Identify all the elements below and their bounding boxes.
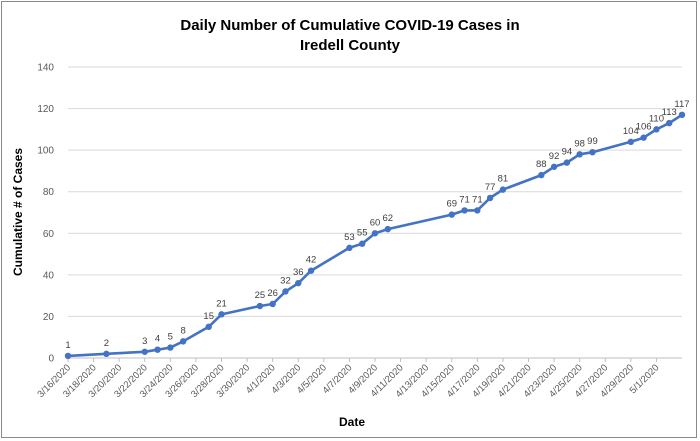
data-point bbox=[486, 194, 494, 202]
data-label: 1 bbox=[65, 340, 70, 351]
data-label: 5 bbox=[168, 332, 173, 343]
data-point bbox=[346, 244, 353, 252]
data-label: 60 bbox=[370, 217, 381, 228]
y-tick-label: 40 bbox=[43, 270, 55, 281]
data-point bbox=[666, 119, 673, 127]
data-point bbox=[461, 207, 468, 214]
data-label: 104 bbox=[623, 126, 639, 137]
data-point bbox=[640, 134, 647, 141]
data-point bbox=[653, 126, 660, 133]
data-point bbox=[448, 211, 455, 218]
data-label: 32 bbox=[280, 275, 291, 286]
data-point bbox=[141, 348, 148, 355]
data-label: 106 bbox=[636, 122, 652, 133]
data-point bbox=[205, 323, 212, 331]
y-tick-label: 100 bbox=[37, 146, 54, 157]
series-cumulative-cases bbox=[64, 111, 686, 360]
data-label: 26 bbox=[267, 288, 278, 299]
data-point bbox=[179, 338, 187, 345]
data-point bbox=[538, 171, 545, 179]
data-point bbox=[563, 159, 571, 166]
chart-title-line-2: Iredell County bbox=[300, 37, 401, 54]
data-point bbox=[627, 138, 635, 146]
data-label: 8 bbox=[180, 325, 185, 336]
y-tick-label: 20 bbox=[43, 312, 55, 323]
data-point bbox=[282, 288, 289, 295]
data-point bbox=[384, 225, 391, 233]
data-label: 21 bbox=[216, 298, 227, 309]
data-label: 2 bbox=[104, 338, 109, 349]
data-label: 77 bbox=[485, 182, 496, 193]
data-label: 15 bbox=[203, 311, 214, 322]
data-point bbox=[307, 267, 315, 274]
y-tick-label: 60 bbox=[43, 229, 55, 240]
data-label: 71 bbox=[472, 194, 483, 205]
y-tick-label: 120 bbox=[37, 104, 54, 115]
data-point bbox=[167, 344, 174, 351]
data-label: 25 bbox=[255, 290, 266, 301]
y-tick-label: 140 bbox=[37, 63, 54, 74]
y-tick-label: 0 bbox=[48, 354, 54, 365]
data-point bbox=[256, 302, 264, 310]
data-point bbox=[678, 111, 686, 119]
data-label: 99 bbox=[587, 136, 598, 147]
data-point bbox=[589, 149, 596, 156]
data-label: 94 bbox=[562, 147, 573, 158]
data-point bbox=[269, 300, 276, 308]
data-point bbox=[295, 279, 302, 287]
data-point bbox=[474, 207, 481, 214]
data-point bbox=[499, 186, 507, 193]
data-label: 3 bbox=[142, 336, 147, 347]
data-label: 110 bbox=[649, 113, 664, 124]
data-point bbox=[550, 163, 558, 170]
gridlines bbox=[68, 66, 682, 317]
x-axis-title: Date bbox=[339, 415, 365, 429]
data-label: 98 bbox=[574, 138, 585, 149]
data-label: 92 bbox=[549, 151, 560, 162]
data-label: 42 bbox=[306, 255, 317, 266]
data-label: 36 bbox=[293, 267, 304, 278]
data-point bbox=[103, 350, 110, 358]
data-label: 88 bbox=[536, 159, 547, 170]
data-label: 71 bbox=[459, 194, 470, 205]
data-label: 53 bbox=[344, 232, 355, 243]
data-label: 113 bbox=[662, 107, 677, 118]
data-point bbox=[576, 151, 583, 158]
data-point bbox=[154, 346, 161, 353]
data-point bbox=[359, 240, 366, 247]
data-label: 4 bbox=[155, 334, 160, 345]
data-point bbox=[371, 230, 379, 237]
data-point bbox=[218, 311, 225, 318]
data-label: 81 bbox=[498, 174, 509, 185]
data-label: 55 bbox=[357, 228, 368, 239]
data-point bbox=[64, 352, 72, 360]
data-label: 69 bbox=[446, 199, 457, 210]
chart-title-line-1: Daily Number of Cumulative COVID-19 Case… bbox=[180, 17, 519, 34]
y-axis-title: Cumulative # of Cases bbox=[11, 148, 25, 276]
data-label: 62 bbox=[383, 213, 394, 224]
y-tick-label: 80 bbox=[43, 187, 55, 198]
data-label: 117 bbox=[674, 99, 689, 110]
